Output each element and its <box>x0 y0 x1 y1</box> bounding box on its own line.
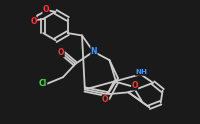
Text: O: O <box>102 95 109 104</box>
Text: NH: NH <box>135 69 147 75</box>
Text: O: O <box>30 17 37 26</box>
Text: N: N <box>91 46 97 56</box>
Text: Cl: Cl <box>39 79 47 88</box>
Text: O: O <box>43 5 49 14</box>
Text: O: O <box>58 48 64 57</box>
Text: O: O <box>131 81 138 90</box>
